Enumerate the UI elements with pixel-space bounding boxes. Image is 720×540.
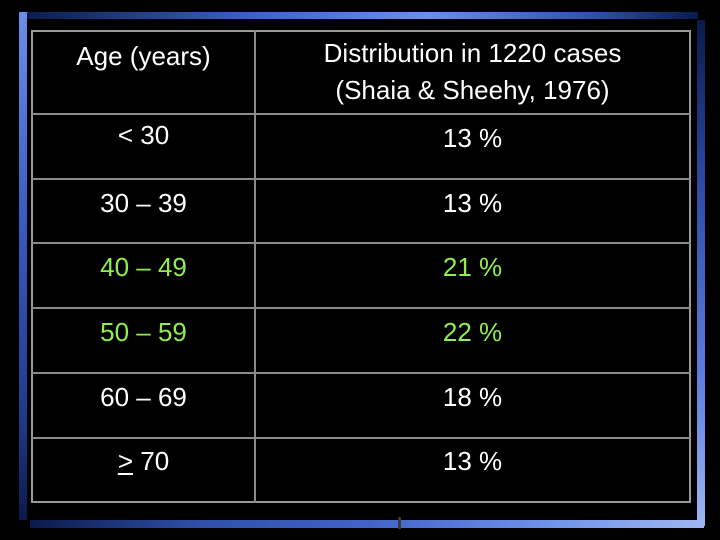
row-divider	[31, 437, 691, 439]
frame-left-bar	[19, 12, 27, 520]
frame-top-bar	[22, 12, 698, 19]
distribution-header-line2: (Shaia & Sheehy, 1976)	[335, 75, 610, 105]
table-row-percent: 18 %	[442, 381, 503, 412]
table-row-percent: 22 %	[442, 316, 503, 347]
frame-right-bar	[697, 20, 705, 526]
row-divider	[31, 307, 691, 309]
table-row-age: < 30	[117, 119, 170, 150]
distribution-header-line1: Distribution in 1220 cases	[323, 38, 622, 68]
table-row-percent: 13 %	[442, 122, 503, 153]
table-row-age: > 70	[33, 441, 254, 481]
row-divider	[31, 178, 691, 180]
frame-bottom-tick	[398, 517, 401, 529]
table-row-percent: 13 %	[442, 445, 503, 476]
distribution-column-header: Distribution in 1220 cases (Shaia & Shee…	[256, 32, 689, 112]
age-column-header: Age (years)	[76, 40, 211, 71]
frame-bottom-bar	[30, 520, 704, 528]
table-row-percent: 21 %	[442, 251, 503, 282]
table-row-age: 30 – 39	[100, 187, 187, 218]
column-divider	[254, 30, 256, 503]
age-value: 70	[133, 445, 170, 476]
table-row-age: 50 – 59	[100, 316, 187, 347]
row-divider	[31, 242, 691, 244]
header-divider	[31, 113, 691, 115]
greater-equal-symbol: >	[117, 445, 134, 476]
table-row-percent: 13 %	[442, 187, 503, 218]
age-distribution-table	[31, 30, 691, 503]
row-divider	[31, 372, 691, 374]
table-row-age: 40 – 49	[100, 251, 187, 282]
table-row-age: 60 – 69	[100, 381, 187, 412]
